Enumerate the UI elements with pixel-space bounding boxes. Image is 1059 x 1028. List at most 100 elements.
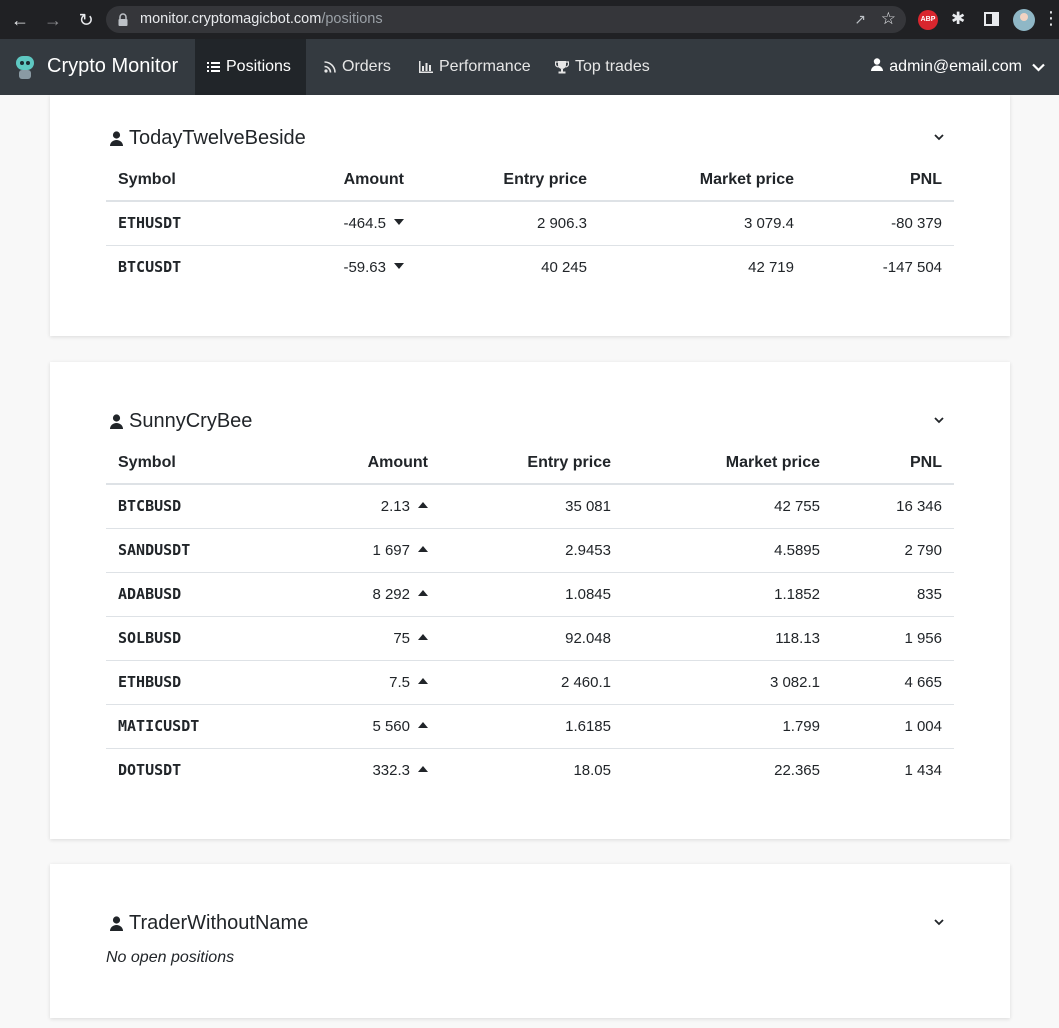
pnl-cell: 1 434 [904,761,942,779]
market-price-cell: 118.13 [623,616,832,661]
account-card: TodayTwelveBeside Symbol Amount Entry pr… [50,95,1010,336]
market-price-cell: 42 755 [623,484,832,529]
pnl-cell: -147 504 [882,258,942,276]
nav-performance[interactable]: Performance [407,39,543,95]
amount-cell: 8 292 [236,572,440,617]
collapse-chevron-icon[interactable] [934,914,944,929]
chevron-down-icon [1032,59,1045,75]
user-icon [110,414,123,429]
market-price-cell: 1.799 [623,704,832,749]
share-icon[interactable]: ↗ [854,11,866,27]
brand-title: Crypto Monitor [47,54,179,77]
nav-label: Performance [439,58,531,75]
table-row: BTCBUSD 2.13 35 081 42 755 16 346 [106,484,954,529]
pnl-cell: 1 956 [832,616,954,661]
account-title: SunnyCryBee [110,410,252,433]
long-caret-icon [418,545,428,552]
entry-price-cell: 35 081 [440,484,623,529]
amount-cell: -59.63 [236,245,416,289]
user-email: admin@email.com [889,58,1022,75]
column-header: Entry price [416,160,599,202]
user-menu[interactable]: admin@email.com [871,39,1045,95]
positions-table: Symbol Amount Entry price Market price P… [106,443,954,792]
column-header: Amount [236,160,416,202]
adblock-extension-icon[interactable]: ABP [918,10,938,30]
table-header-row: Symbol Amount Entry price Market price P… [106,160,954,202]
pnl-cell: 4 665 [832,660,954,705]
column-header: Market price [599,160,806,202]
column-header: Market price [623,443,832,485]
address-bar[interactable]: monitor.cryptomagicbot.com/positions ↗ ☆ [106,6,906,33]
profile-avatar[interactable] [1013,9,1035,31]
market-price-cell: 3 082.1 [623,660,832,705]
short-caret-icon [394,218,404,225]
browser-menu-icon[interactable]: ⋮ [1042,8,1059,28]
table-row: MATICUSDT 5 560 1.6185 1.799 1 004 [106,704,954,749]
column-header: PNL [806,160,954,202]
symbol-cell: BTCBUSD [106,484,236,529]
symbol-cell: ADABUSD [106,572,236,617]
pnl-cell: 1 004 [832,704,954,749]
robot-logo-icon [14,52,36,80]
nav-orders[interactable]: Orders [312,39,403,95]
bookmark-star-icon[interactable]: ☆ [880,9,896,28]
nav-positions[interactable]: Positions [195,39,306,95]
rss-icon [324,61,336,73]
account-name: TodayTwelveBeside [129,127,306,149]
account-card: TraderWithoutName No open positions [50,864,1010,1018]
brand[interactable]: Crypto Monitor [14,52,178,80]
pnl-cell: 835 [832,572,954,617]
entry-price-cell: 2 906.3 [416,201,599,246]
table-row: ETHBUSD 7.5 2 460.1 3 082.1 4 665 [106,660,954,705]
market-price-cell: 3 079.4 [599,201,806,246]
collapse-chevron-icon[interactable] [934,129,944,144]
browser-toolbar: ← → ↻ monitor.cryptomagicbot.com/positio… [0,0,1059,39]
column-header: PNL [832,443,954,485]
empty-positions-message: No open positions [106,949,235,966]
table-row: ADABUSD 8 292 1.0845 1.1852 835 [106,572,954,617]
bar-chart-icon [419,61,433,73]
amount-cell: 332.3 [236,748,440,792]
lock-icon [118,13,128,26]
column-header: Symbol [106,443,236,485]
nav-label: Top trades [575,58,650,75]
account-card: SunnyCryBee Symbol Amount Entry price Ma… [50,362,1010,839]
entry-price-cell: 2.9453 [440,528,623,573]
back-arrow-icon[interactable]: ← [11,10,29,30]
nav-label: Positions [226,58,291,75]
account-name: SunnyCryBee [129,410,253,432]
long-caret-icon [418,633,428,640]
nav-top-trades[interactable]: Top trades [543,39,662,95]
account-name: TraderWithoutName [129,912,309,934]
short-caret-icon [394,262,404,269]
symbol-cell: BTCUSDT [118,258,182,277]
long-caret-icon [418,721,428,728]
extensions-puzzle-icon[interactable]: ✱ [951,9,966,28]
column-header: Entry price [440,443,623,485]
market-price-cell: 22.365 [774,761,820,779]
symbol-cell: DOTUSDT [118,761,182,780]
reload-icon[interactable]: ↻ [78,10,94,30]
forward-arrow-icon[interactable]: → [44,10,62,30]
app-navbar: Crypto Monitor Positions Orders Performa… [0,39,1059,95]
market-price-cell: 42 719 [748,258,794,276]
symbol-cell: ETHBUSD [106,660,236,705]
entry-price-cell: 40 245 [541,258,587,276]
list-icon [207,61,220,73]
collapse-chevron-icon[interactable] [934,412,944,427]
symbol-cell: MATICUSDT [106,704,236,749]
amount-cell: 5 560 [236,704,440,749]
amount-cell: -464.5 [236,201,416,246]
side-panel-icon[interactable] [984,12,999,26]
table-row: BTCUSDT -59.63 40 245 42 719 -147 504 [106,245,954,289]
amount-cell: 75 [236,616,440,661]
amount-cell: 2.13 [236,484,440,529]
user-icon [871,58,884,76]
long-caret-icon [418,501,428,508]
column-header: Amount [236,443,440,485]
table-row: DOTUSDT 332.3 18.05 22.365 1 434 [106,748,954,792]
table-row: SANDUSDT 1 697 2.9453 4.5895 2 790 [106,528,954,573]
trophy-icon [555,60,569,74]
entry-price-cell: 18.05 [573,761,611,779]
account-title: TraderWithoutName [110,912,308,935]
